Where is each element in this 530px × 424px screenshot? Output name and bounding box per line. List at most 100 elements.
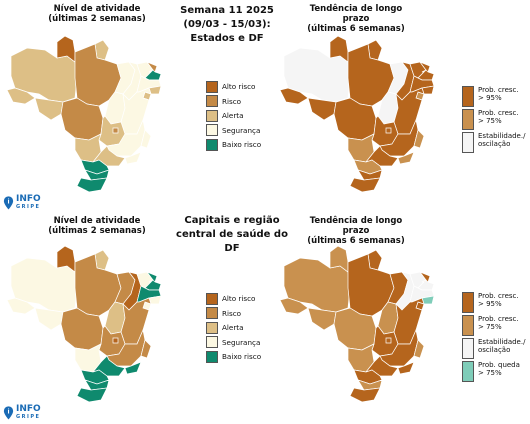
bottom-right-title: Tendência de longo prazo (últimas 6 sema… (296, 216, 416, 246)
legend-label: Prob. queda > 75% (478, 361, 520, 378)
legend-item: Segurança (206, 336, 261, 349)
state-es (140, 129, 152, 149)
legend-item: Baixo risco (206, 138, 261, 151)
infogripe-logo-bottom: i INFO GRIPE (3, 405, 41, 421)
svg-text:i: i (7, 409, 9, 416)
state-es (140, 339, 152, 359)
state-rs (76, 387, 108, 402)
legend-label: Prob. cresc. > 95% (478, 292, 519, 309)
logo-sub: GRIPE (16, 414, 41, 420)
state-ro (307, 97, 337, 121)
state-df (112, 127, 119, 134)
legend-label: Baixo risco (222, 140, 262, 150)
legend-item: Risco (206, 95, 261, 108)
legend-item: Alto risco (206, 292, 261, 305)
legend-label: Risco (222, 96, 242, 106)
state-go (371, 115, 399, 147)
state-df (112, 337, 119, 344)
state-df (385, 127, 392, 134)
state-rj (397, 151, 415, 165)
state-es (413, 129, 425, 149)
bottom-center-title: Capitais e região central de saúde do DF (172, 214, 292, 256)
state-sc (357, 379, 383, 391)
legend-swatch (206, 109, 218, 122)
legend-swatch (206, 336, 218, 349)
legend-item: Estabilidade./ oscilação (462, 338, 525, 361)
legend-item: Prob. cresc. > 75% (462, 109, 525, 132)
map-top-trend (279, 35, 435, 192)
legend-label: Alerta (222, 111, 244, 121)
legend-swatch (462, 132, 474, 153)
legend-label: Alerta (222, 323, 244, 333)
legend-swatch (206, 307, 218, 320)
logo-main: INFO (16, 404, 41, 414)
state-es (413, 339, 425, 359)
logo-main: INFO (16, 194, 41, 204)
map-bottom-activity (6, 245, 162, 402)
top-center-title: Semana 11 2025 (09/03 - 15/03): Estados … (172, 4, 282, 46)
location-pin-icon: i (3, 406, 14, 420)
state-sc (357, 169, 383, 181)
svg-text:i: i (7, 199, 9, 206)
legend-label: Alto risco (222, 294, 256, 303)
state-rs (349, 387, 381, 402)
legend-swatch (206, 124, 218, 137)
legend-activity-bottom: Alto risco Risco Alerta Segurança Baixo risc… (206, 292, 261, 365)
legend-swatch (462, 315, 474, 336)
map-bottom-trend (279, 245, 435, 402)
bottom-right-title-text: Tendência de longo prazo (últimas 6 sema… (307, 216, 405, 246)
legend-trend-top: Prob. cresc. > 95% Prob. cresc. > 75% Esta… (462, 86, 525, 155)
logo-sub: GRIPE (16, 204, 41, 210)
legend-label: Prob. cresc. > 95% (478, 86, 519, 103)
state-go (98, 325, 126, 357)
legend-trend-bottom: Prob. cresc. > 95% Prob. cresc. > 75% Esta… (462, 292, 525, 384)
legend-swatch (462, 292, 474, 313)
state-df (385, 337, 392, 344)
state-rj (397, 361, 415, 375)
legend-item: Alerta (206, 109, 261, 122)
legend-label: Prob. cresc. > 75% (478, 315, 519, 332)
legend-item: Baixo risco (206, 350, 261, 363)
legend-item: Risco (206, 307, 261, 320)
legend-label: Estabilidade./ oscilação (478, 132, 526, 149)
state-rs (76, 177, 108, 192)
legend-item: Prob. cresc. > 95% (462, 292, 525, 315)
bottom-center-title-text: Capitais e região central de saúde do DF (176, 215, 288, 254)
legend-swatch (206, 350, 218, 363)
legend-item: Prob. queda > 75% (462, 361, 525, 384)
legend-label: Segurança (222, 337, 261, 347)
state-sc (84, 169, 110, 181)
legend-label: Risco (222, 308, 242, 318)
state-go (98, 115, 126, 147)
top-center-title-text: Semana 11 2025 (09/03 - 15/03): Estados … (180, 5, 274, 44)
map-top-activity (6, 35, 162, 192)
legend-label: Estabilidade./ oscilação (478, 338, 526, 355)
state-rj (124, 361, 142, 375)
location-pin-icon: i (3, 196, 14, 210)
legend-swatch (462, 86, 474, 107)
legend-item: Segurança (206, 124, 261, 137)
legend-swatch (462, 361, 474, 382)
state-go (371, 325, 399, 357)
state-sc (84, 379, 110, 391)
legend-swatch (206, 292, 218, 305)
top-left-title-text: Nível de atividade (últimas 2 semanas) (48, 4, 146, 24)
legend-item: Prob. cresc. > 95% (462, 86, 525, 109)
legend-swatch (206, 321, 218, 334)
legend-item: Alerta (206, 321, 261, 334)
state-ro (34, 97, 64, 121)
top-right-title: Tendência de longo prazo (últimas 6 sema… (296, 4, 416, 34)
top-left-title: Nível de atividade (últimas 2 semanas) (42, 4, 152, 24)
infogripe-logo-top: i INFO GRIPE (3, 195, 41, 211)
legend-swatch (206, 80, 218, 93)
legend-label: Alto risco (222, 82, 256, 91)
legend-swatch (206, 138, 218, 151)
state-rj (124, 151, 142, 165)
legend-swatch (462, 338, 474, 359)
state-ro (34, 307, 64, 331)
legend-label: Segurança (222, 125, 261, 135)
legend-label: Baixo risco (222, 352, 262, 362)
bottom-left-title-text: Nível de atividade (últimas 2 semanas) (48, 216, 146, 236)
state-ro (307, 307, 337, 331)
legend-label: Prob. cresc. > 75% (478, 109, 519, 126)
